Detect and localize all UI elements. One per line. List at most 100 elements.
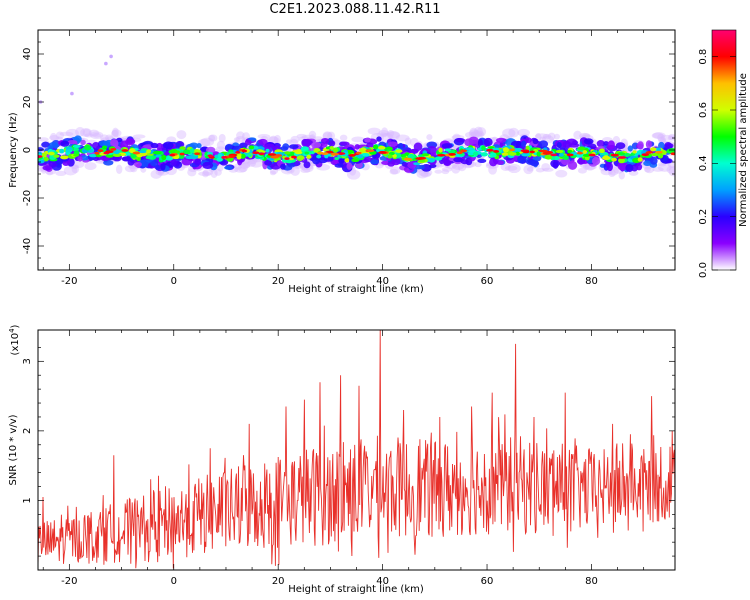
heatmap-cell: [82, 128, 92, 137]
heatmap-cell: [152, 150, 162, 155]
heatmap-cell: [507, 163, 521, 174]
chart-title: C2E1.2023.088.11.42.R11: [269, 2, 441, 17]
heatmap-cell: [555, 169, 568, 178]
heatmap-cell: [550, 153, 558, 157]
heatmap-cell: [238, 162, 248, 173]
x-tick-label: 0: [171, 576, 177, 587]
heatmap-cell: [202, 168, 214, 176]
heatmap-cell: [160, 162, 166, 171]
heatmap-cell: [508, 127, 519, 138]
heatmap-cell: [312, 136, 324, 141]
heatmap-cell: [582, 150, 588, 154]
heatmap-cell: [542, 151, 552, 155]
heatmap-cell: [472, 151, 479, 156]
heatmap-cell: [477, 139, 484, 148]
heatmap-cell: [460, 149, 468, 153]
heatmap-cell: [443, 158, 451, 166]
heatmap-cell: [509, 148, 516, 152]
heatmap-cell: [70, 91, 74, 96]
heatmap-cell: [658, 141, 665, 150]
heatmap-cell: [244, 139, 252, 146]
heatmap-cell: [434, 156, 443, 161]
heatmap-cell: [55, 170, 67, 176]
heatmap-cell: [330, 152, 340, 156]
heatmap-cell: [387, 154, 393, 159]
heatmap-cell: [355, 151, 362, 155]
heatmap-cell: [258, 138, 268, 145]
heatmap-cell: [165, 155, 174, 161]
heatmap-cell: [53, 154, 60, 158]
heatmap-cell: [578, 132, 591, 139]
heatmap-cell: [567, 160, 578, 170]
heatmap-cell: [591, 157, 601, 166]
heatmap-cell: [599, 148, 605, 154]
heatmap-cell: [38, 159, 45, 164]
heatmap-cell: [336, 152, 346, 155]
heatmap-cell: [617, 161, 628, 171]
heatmap-cell: [577, 146, 586, 151]
heatmap-cell: [476, 127, 487, 137]
heatmap-cell: [264, 143, 275, 148]
colorbar-tick-label: 0.2: [698, 209, 709, 225]
heatmap-cell: [121, 156, 132, 162]
spectrogram-panel: -20 0 20 40 60 80 -40 -20 0 20 40 Height of strai…: [8, 29, 676, 295]
heatmap-cell: [588, 153, 596, 157]
heatmap-cell: [637, 141, 644, 150]
x-tick-label: 40: [376, 276, 389, 287]
snr-y-multiplier-close: ): [10, 324, 21, 328]
heatmap-cell: [438, 147, 443, 153]
heatmap-cell: [386, 130, 400, 139]
heatmap-cell: [523, 164, 534, 175]
heatmap-cell: [500, 163, 511, 171]
snr-series-line: [38, 330, 675, 569]
heatmap-cell: [291, 155, 297, 159]
heatmap-cell: [487, 146, 495, 149]
x-tick-label: 80: [585, 276, 598, 287]
heatmap-cell: [104, 61, 108, 66]
heatmap-cell: [421, 153, 430, 157]
heatmap-cell: [547, 132, 556, 141]
heatmap-cell: [525, 145, 530, 151]
heatmap-cell: [163, 141, 174, 150]
heatmap-cell: [318, 157, 328, 164]
colorbar-label: Normalized spectral amplitude: [738, 73, 749, 227]
heatmap-cell: [521, 153, 531, 157]
heatmap-cell: [529, 150, 535, 154]
colorbar-ticks: 0.0 0.2 0.4 0.6 0.8: [698, 49, 736, 278]
heatmap-cell: [322, 132, 333, 140]
heatmap-cell: [480, 152, 488, 157]
heatmap-cell: [103, 159, 114, 166]
heatmap-cell: [617, 152, 626, 156]
heatmap-cell: [376, 132, 389, 137]
heatmap-cell: [198, 171, 212, 176]
heatmap-cell: [625, 163, 634, 173]
heatmap-cell: [656, 147, 662, 152]
heatmap-cell: [348, 153, 356, 157]
heatmap-cell: [515, 151, 520, 156]
heatmap-cell: [290, 166, 300, 176]
heatmap-cell: [130, 153, 137, 159]
heatmap-cell: [539, 149, 548, 153]
heatmap-cell: [577, 157, 585, 165]
heatmap-cell: [455, 138, 466, 143]
heatmap-cell: [134, 161, 142, 168]
heatmap-cell: [216, 140, 226, 150]
heatmap-cell: [249, 145, 255, 150]
heatmap-cell: [477, 158, 487, 163]
heatmap-cell: [667, 148, 675, 153]
heatmap-cell: [632, 150, 637, 154]
heatmap-cell: [581, 133, 591, 139]
heatmap-cell: [105, 154, 114, 158]
heatmap-cell: [378, 130, 390, 136]
heatmap-cell: [308, 130, 317, 140]
heatmap-cell: [651, 152, 659, 157]
heatmap-cell: [643, 160, 652, 167]
heatmap-cell: [416, 169, 429, 179]
heatmap-cell: [602, 155, 610, 160]
heatmap-cell: [413, 142, 423, 151]
heatmap-cell: [607, 140, 615, 149]
spectrogram-x-label: Height of straight line (km): [288, 284, 424, 295]
heatmap-cell: [215, 146, 226, 151]
heatmap-cell: [562, 155, 569, 161]
heatmap-cell: [59, 131, 74, 137]
